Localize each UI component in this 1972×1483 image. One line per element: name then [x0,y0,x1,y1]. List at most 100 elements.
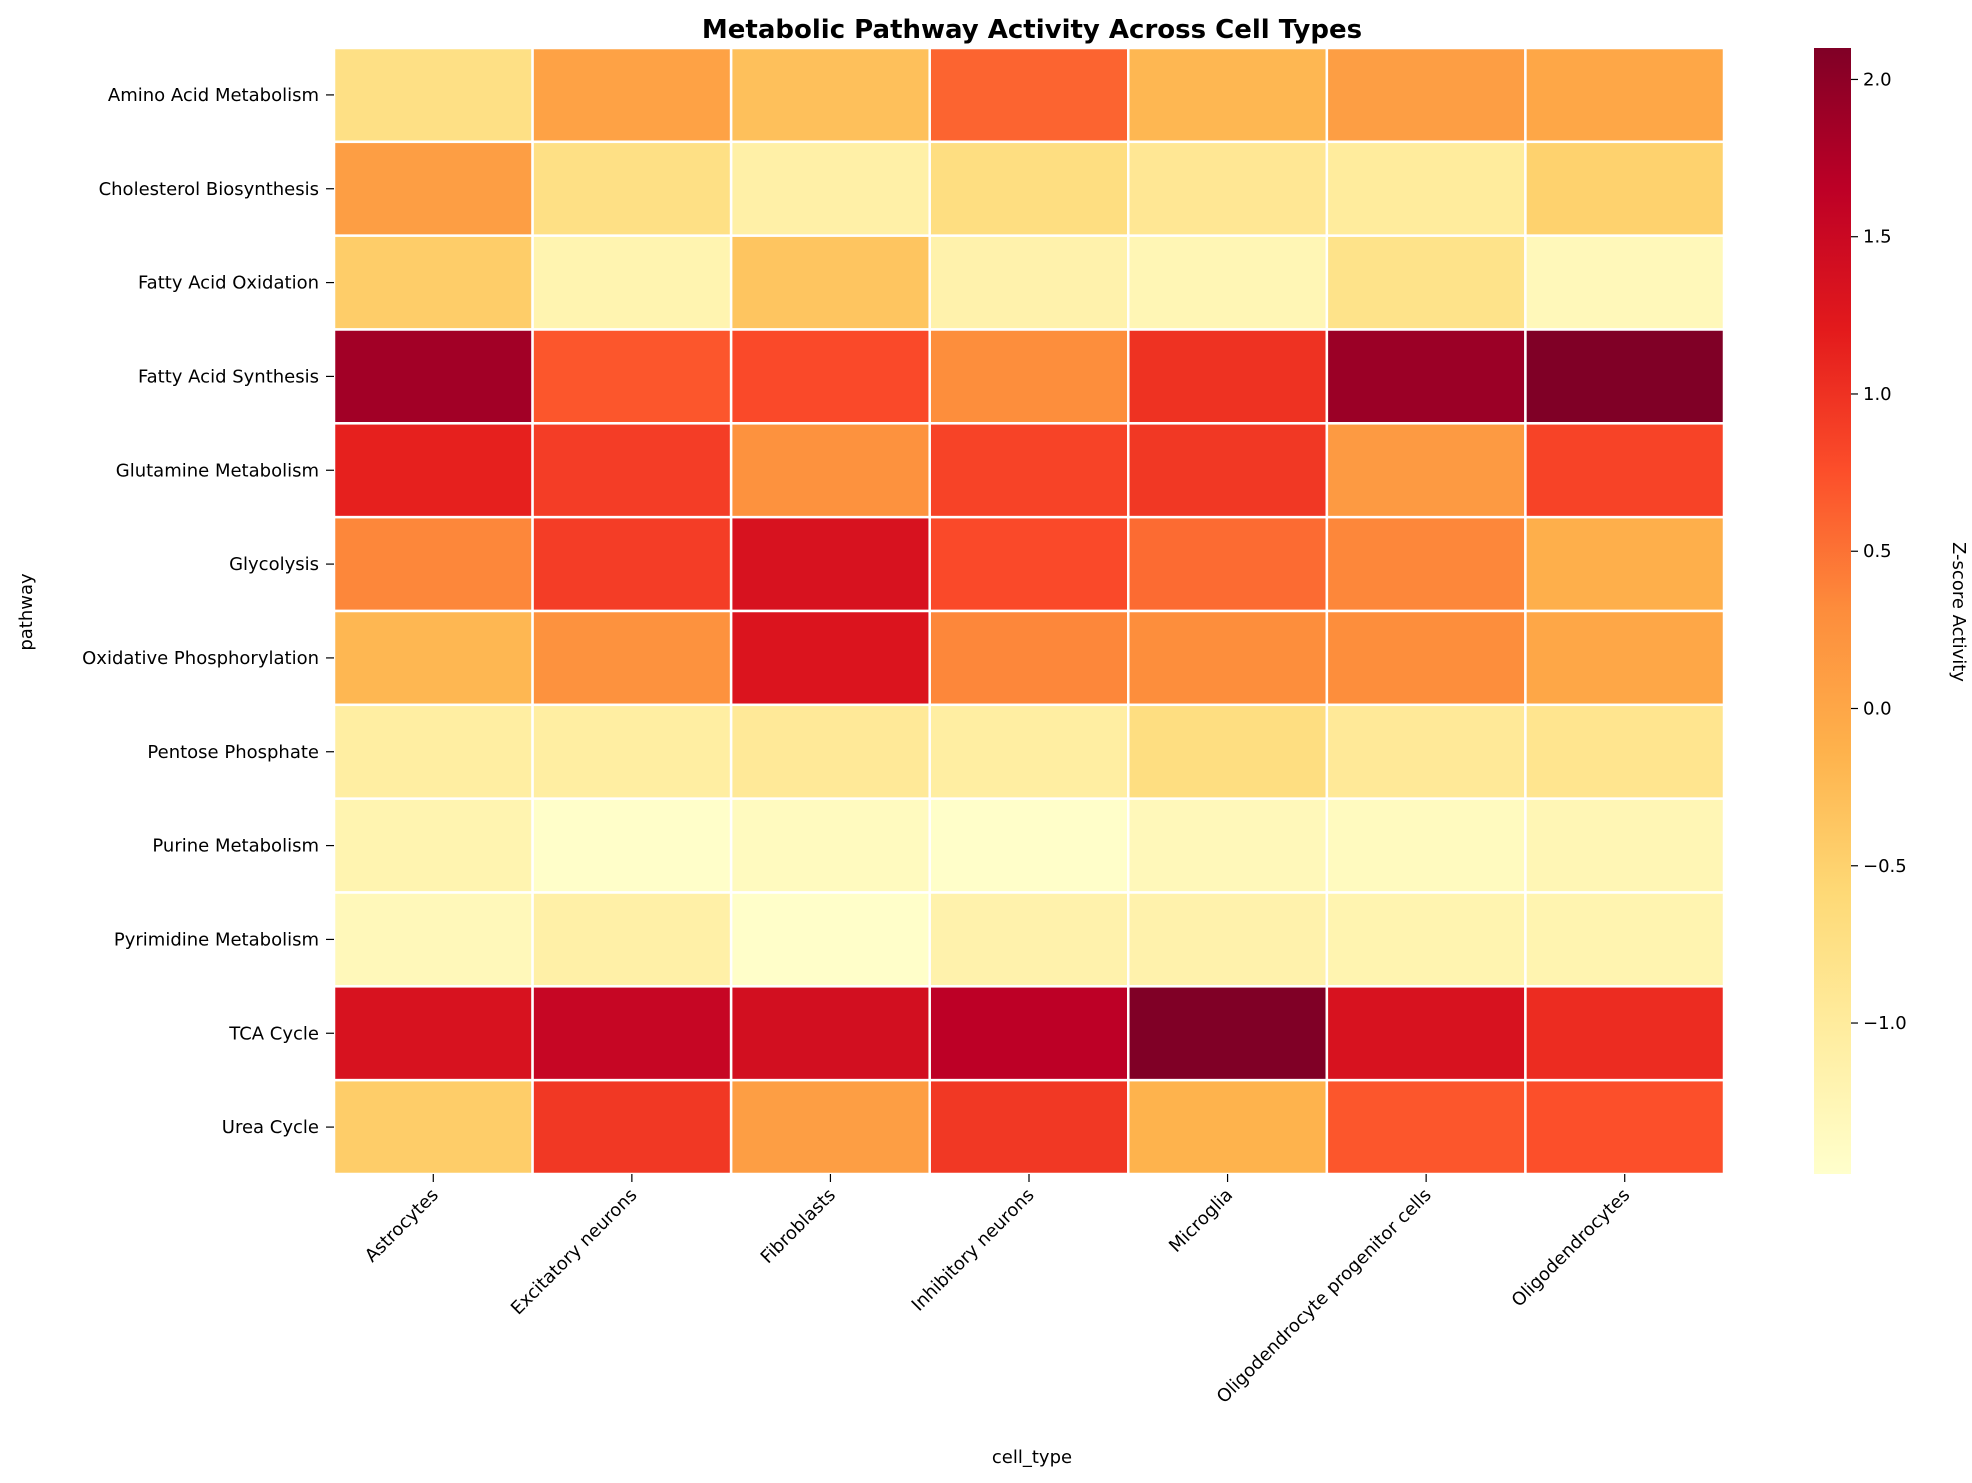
heatmap-cell [531,422,733,519]
colorbar-tick-label: −0.5 [1863,856,1907,877]
heatmap-cell [729,891,931,988]
heatmap-cell [928,46,1130,144]
heatmap-cell [729,140,931,237]
heatmap-cell [928,422,1130,519]
heatmap-cell [1325,797,1527,894]
heatmap-cell [531,703,733,800]
heatmap-cell [531,515,733,613]
heatmap-cell [729,46,931,144]
heatmap-cell [1524,234,1726,331]
colorbar-tick-label: 2.0 [1863,69,1892,90]
heatmap-cell [928,234,1130,331]
heatmap-cell [1524,515,1726,613]
heatmap-cell [1127,515,1329,613]
heatmap-cell [332,234,534,331]
y-tick-label: Glutamine Metabolism [116,460,319,481]
heatmap-cell [332,985,534,1082]
heatmap-cell [531,1078,733,1176]
x-tick-label: Inhibitory neurons [908,1185,1039,1316]
y-tick-label: Amino Acid Metabolism [108,85,319,106]
heatmap-cell [928,140,1130,237]
heatmap-cell [1127,891,1329,988]
x-tick-label: Excitatory neurons [507,1185,642,1320]
y-tick-label: Pentose Phosphate [147,742,319,763]
colorbar: 2.0 1.5 1.0 0.5 0.0 −0.5 −1.0 Z-score Activity [1814,48,1969,1174]
heatmap-cell [1524,797,1726,894]
heatmap-cell [531,46,733,144]
x-tick-label: Oligodendrocyte progenitor cells [1213,1185,1436,1408]
heatmap-cell [531,797,733,894]
colorbar-gradient [1814,48,1851,1174]
heatmap-cells [332,46,1726,1176]
heatmap-cell [332,328,534,425]
heatmap-cell [1524,703,1726,800]
heatmap-cell [1127,985,1329,1082]
heatmap-cell [1325,609,1527,707]
heatmap-cell [1127,1078,1329,1176]
heatmap-cell [332,1078,534,1176]
colorbar-label: Z-score Activity [1948,542,1969,682]
colorbar-tick-label: 0.0 [1863,699,1892,720]
heatmap-cell [928,609,1130,707]
heatmap-cell [928,515,1130,613]
x-tick-label: Oligodendrocytes [1508,1185,1635,1312]
y-tick-label: Pyrimidine Metabolism [114,929,319,950]
heatmap-cell [1127,609,1329,707]
heatmap-cell [1127,703,1329,800]
y-tick-label: Cholesterol Biosynthesis [99,179,319,200]
heatmap-cell [1127,797,1329,894]
heatmap-cell [531,140,733,237]
heatmap-cell [531,328,733,425]
heatmap-cell [1524,1078,1726,1176]
heatmap-cell [928,703,1130,800]
heatmap-cell [729,703,931,800]
x-tick-label: Microglia [1165,1185,1237,1257]
heatmap-cell [531,891,733,988]
heatmap-cell [1127,46,1329,144]
y-tick-label: Fatty Acid Synthesis [138,366,319,387]
heatmap-cell [1325,985,1527,1082]
heatmap-cell [729,985,931,1082]
heatmap-cell [729,234,931,331]
heatmap-cell [1325,891,1527,988]
x-axis-ticks: Astrocytes Excitatory neurons Fibroblasts I… [361,1174,1634,1408]
heatmap-cell [1127,328,1329,425]
heatmap-cell [1127,422,1329,519]
heatmap-cell [1524,985,1726,1082]
heatmap-cell [729,328,931,425]
colorbar-tick-label: −1.0 [1863,1013,1907,1034]
heatmap-cell [729,609,931,707]
x-tick-label: Astrocytes [361,1185,443,1267]
heatmap-cell [1325,46,1527,144]
heatmap-cell [1325,1078,1527,1176]
y-tick-label: Fatty Acid Oxidation [138,273,319,294]
heatmap-cell [332,46,534,144]
heatmap-cell [332,891,534,988]
y-tick-label: TCA Cycle [228,1023,319,1044]
y-tick-label: Glycolysis [229,554,319,575]
y-tick-label: Purine Metabolism [152,836,319,857]
heatmap-cell [332,140,534,237]
heatmap-cell [1325,515,1527,613]
heatmap-cell [928,891,1130,988]
colorbar-tick-label: 1.0 [1863,384,1892,405]
heatmap-cell [531,234,733,331]
heatmap-cell [729,515,931,613]
heatmap-cell [928,328,1130,425]
heatmap-cell [729,797,931,894]
heatmap-cell [1325,703,1527,800]
x-axis-label: cell_type [992,1447,1072,1468]
heatmap-cell [332,515,534,613]
heatmap-cell [729,1078,931,1176]
heatmap-cell [1524,891,1726,988]
heatmap-cell [1127,234,1329,331]
heatmap-cell [1325,234,1527,331]
heatmap-cell [1325,328,1527,425]
heatmap-cell [332,703,534,800]
heatmap-cell [332,422,534,519]
y-tick-label: Oxidative Phosphorylation [82,648,319,669]
heatmap-cell [531,985,733,1082]
x-tick-label: Fibroblasts [757,1185,840,1268]
